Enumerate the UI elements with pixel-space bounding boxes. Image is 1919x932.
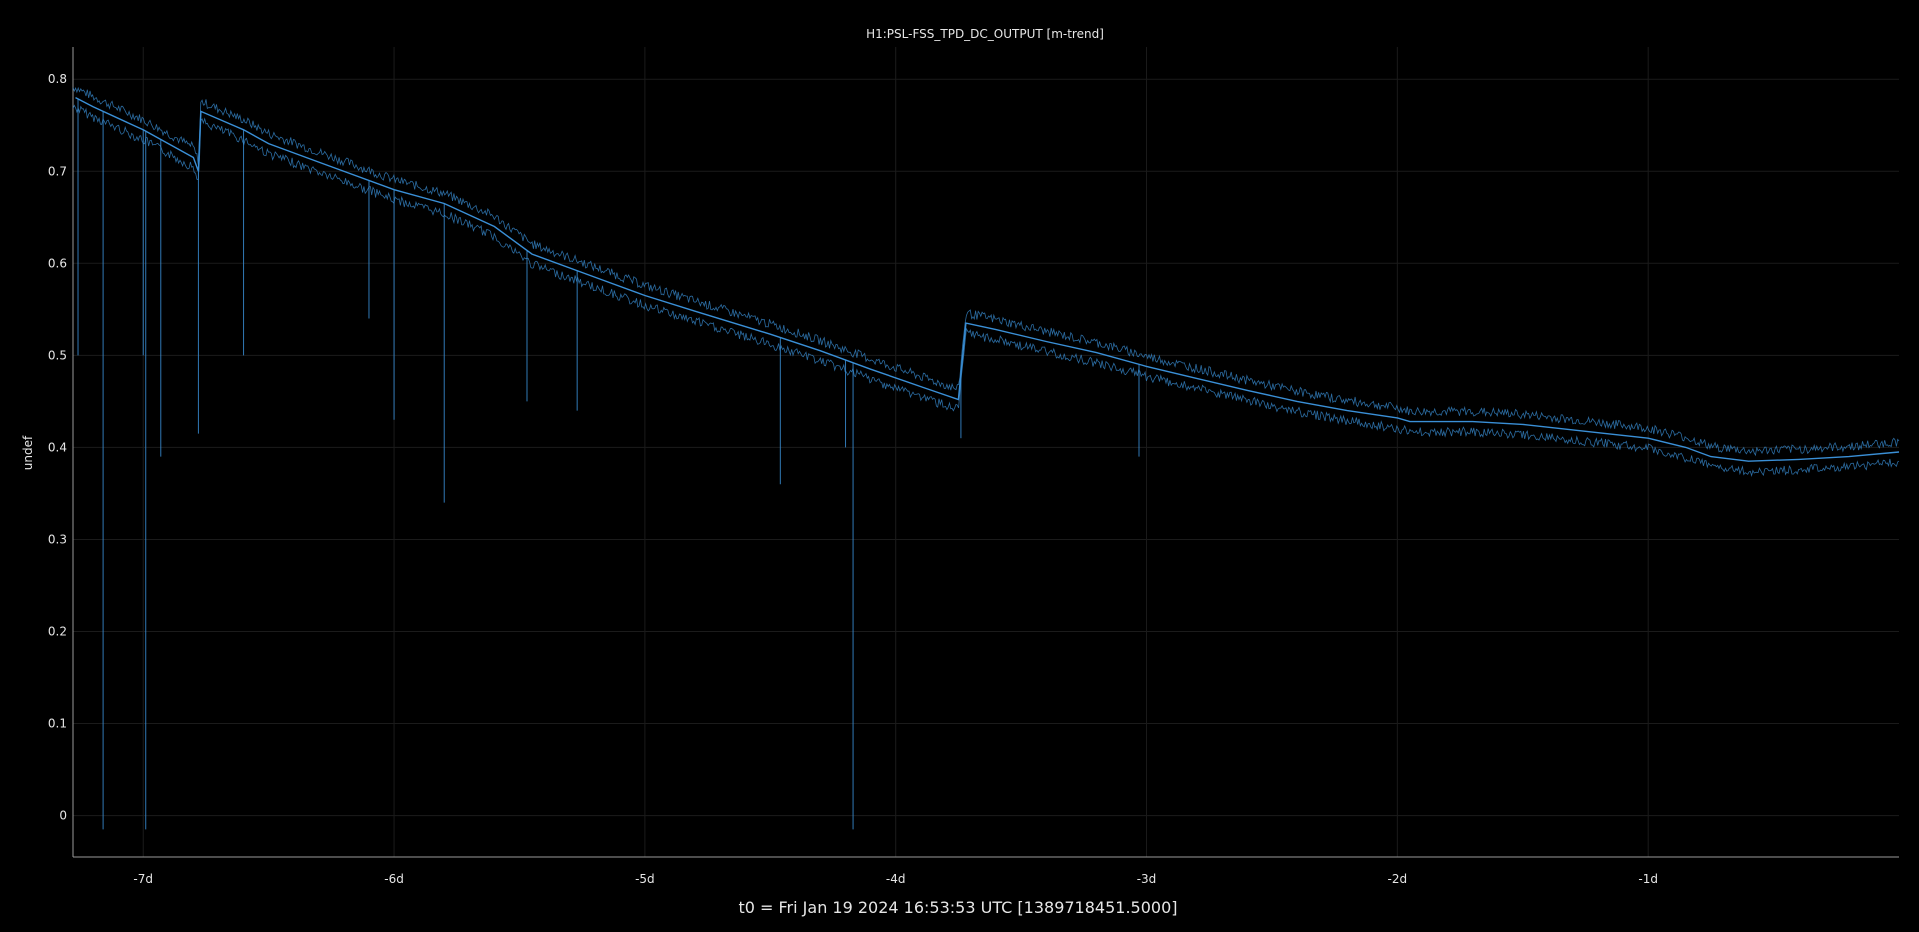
grid	[73, 47, 1899, 857]
y-tick-label: 0.7	[48, 164, 67, 178]
axes	[72, 47, 1899, 858]
series-max-envelope	[72, 86, 1900, 457]
y-tick-label: 0	[59, 809, 67, 823]
y-axis-label: undef	[21, 435, 35, 470]
y-tick-label: 0.2	[48, 624, 67, 638]
y-tick-label: 0.4	[48, 440, 67, 454]
series-mean-line	[75, 96, 1900, 462]
y-tick-label: 0.8	[48, 72, 67, 86]
x-tick-label: -2d	[1388, 872, 1408, 886]
ticks: 0 0.1 0.2 0.3 0.4 0.5 0.6 0.7 0.8 -7d -6d -5d -4d -3d…	[48, 72, 1658, 886]
x-tick-label: -1d	[1638, 872, 1658, 886]
x-tick-label: -4d	[886, 872, 906, 886]
x-tick-label: -7d	[133, 872, 153, 886]
series-min-envelope	[72, 104, 1900, 477]
y-tick-label: 0.1	[48, 717, 67, 731]
series	[72, 86, 1900, 830]
chart-title: H1:PSL-FSS_TPD_DC_OUTPUT [m-trend]	[866, 27, 1104, 41]
y-tick-label: 0.5	[48, 348, 67, 362]
x-tick-label: -6d	[384, 872, 404, 886]
x-axis-label: t0 = Fri Jan 19 2024 16:53:53 UTC [13897…	[738, 898, 1177, 917]
x-tick-label: -3d	[1137, 872, 1157, 886]
y-tick-label: 0.6	[48, 256, 67, 270]
y-tick-label: 0.3	[48, 532, 67, 546]
x-tick-label: -5d	[635, 872, 655, 886]
